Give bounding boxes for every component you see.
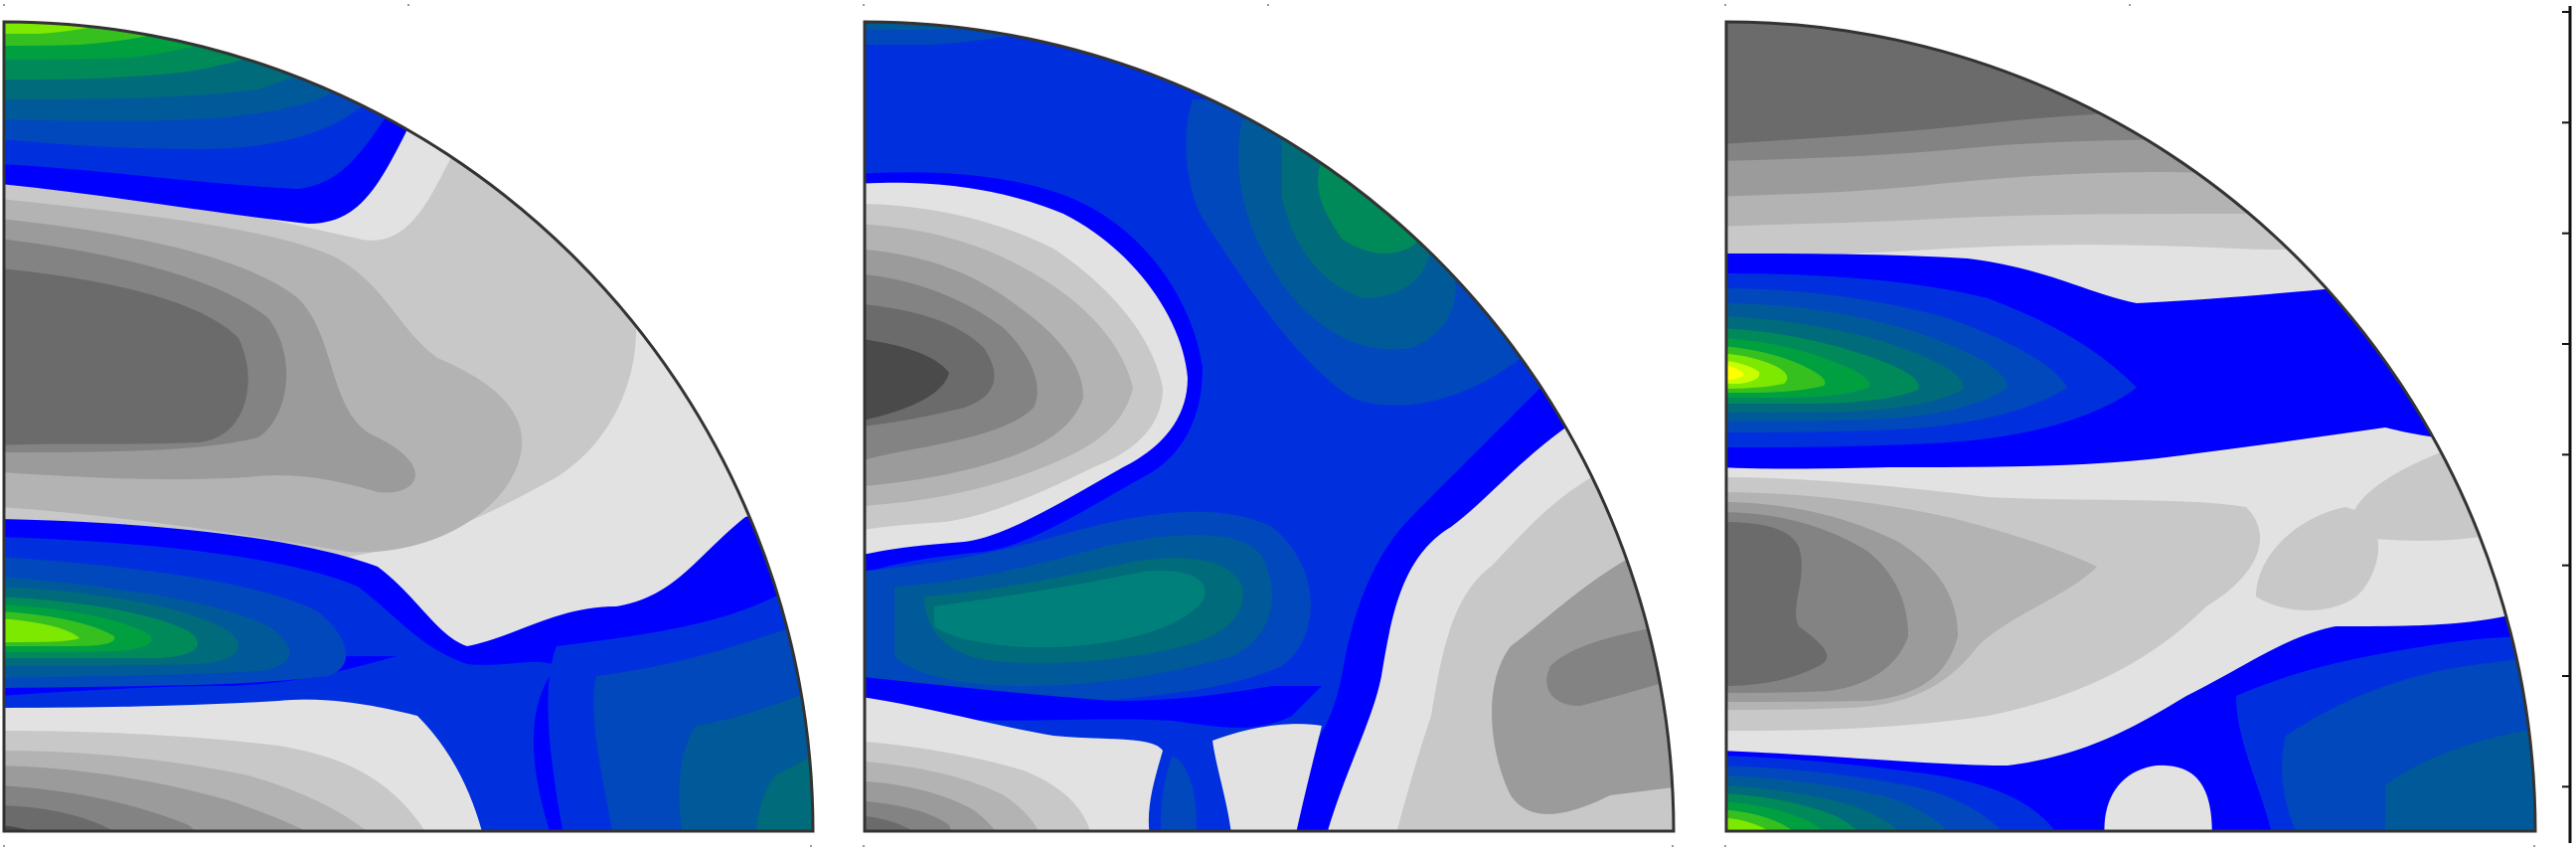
panel-3	[1724, 20, 2537, 833]
panel-2	[863, 20, 1676, 833]
panel-2-outline	[863, 20, 1676, 833]
colorbar-ticks	[2562, 11, 2570, 788]
panel-2-contours	[865, 22, 1674, 831]
panel-3-outline	[1724, 20, 2537, 833]
panel-3-contours	[1726, 22, 2535, 831]
panel-1	[2, 20, 815, 833]
panel-1-outline	[2, 20, 815, 833]
colorbar-axis	[2562, 6, 2572, 843]
panel-1-contours	[4, 22, 813, 831]
corner-marks	[3, 4, 2535, 847]
